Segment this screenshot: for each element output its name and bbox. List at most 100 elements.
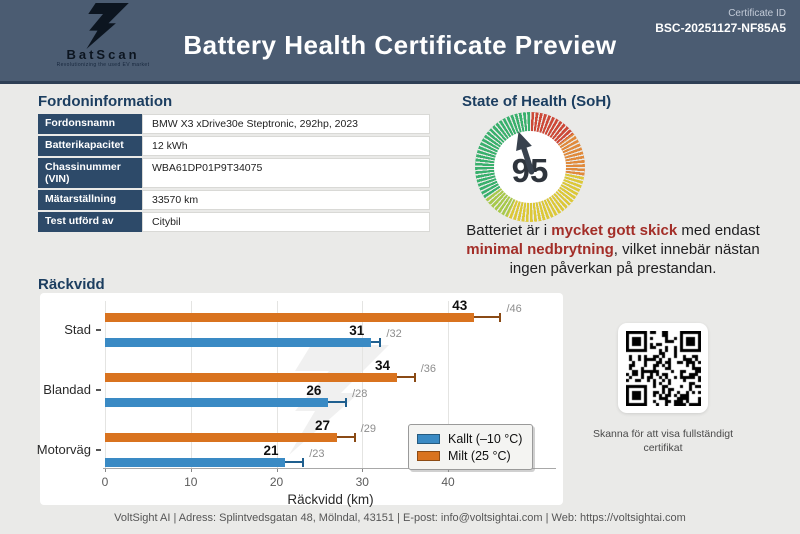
soh-description-emphasis: mycket gott skick bbox=[551, 222, 678, 239]
bar-value-label: 26 bbox=[306, 383, 322, 398]
legend-swatch bbox=[417, 433, 440, 444]
legend-label: Kallt (–10 °C) bbox=[448, 431, 523, 446]
gridline bbox=[105, 301, 106, 468]
error-bar bbox=[370, 341, 380, 343]
certificate-id-value: BSC-20251127-NF85A5 bbox=[655, 21, 786, 35]
error-bar bbox=[327, 401, 346, 403]
category-label: Blandad bbox=[43, 381, 91, 397]
certificate-id-block: Certificate ID BSC-20251127-NF85A5 bbox=[655, 8, 786, 35]
error-upper-label: /28 bbox=[352, 388, 368, 400]
x-tick-mark bbox=[448, 468, 449, 472]
qr-card bbox=[618, 323, 708, 413]
category-tick bbox=[96, 448, 101, 451]
x-tick-mark bbox=[362, 468, 364, 472]
batscan-logo-icon bbox=[86, 3, 129, 49]
gridline bbox=[190, 301, 192, 468]
category-tick bbox=[96, 328, 101, 331]
table-row: Chassinummer (VIN) WBA61DP01P9T34075 bbox=[38, 158, 430, 188]
soh-description-emphasis: minimal nedbrytning bbox=[466, 241, 614, 258]
range-bar bbox=[105, 432, 337, 442]
error-upper-label: /32 bbox=[386, 328, 402, 340]
bar-value-label: 31 bbox=[349, 323, 365, 338]
soh-heading: State of Health (SoH) bbox=[462, 93, 612, 110]
soh-description-text: Batteriet är i bbox=[466, 222, 552, 239]
chart-legend: Kallt (–10 °C) Milt (25 °C) bbox=[408, 424, 534, 470]
soh-gauge: 95 bbox=[475, 112, 585, 222]
bar-value-label: 34 bbox=[375, 358, 391, 373]
error-upper-label: /46 bbox=[506, 303, 522, 315]
gauge-needle-icon bbox=[516, 131, 535, 175]
error-bar bbox=[336, 436, 354, 438]
certificate-id-label: Certificate ID bbox=[728, 8, 786, 19]
soh-description: Batteriet är i mycket gott skick med end… bbox=[446, 221, 780, 278]
gridline bbox=[448, 301, 449, 468]
x-tick-mark bbox=[276, 468, 278, 472]
x-tick-mark bbox=[105, 468, 106, 472]
row-value: 33570 km bbox=[142, 190, 430, 210]
row-value: WBA61DP01P9T34075 bbox=[142, 158, 430, 188]
error-bar-cap bbox=[379, 337, 382, 347]
category-tick bbox=[96, 388, 101, 391]
x-tick-label: 40 bbox=[441, 475, 455, 489]
x-tick-label: 30 bbox=[355, 475, 369, 489]
error-bar bbox=[396, 376, 414, 378]
x-axis-line bbox=[103, 468, 556, 469]
error-bar-cap bbox=[353, 432, 356, 442]
legend-item: Kallt (–10 °C) bbox=[417, 430, 522, 447]
range-bar bbox=[105, 312, 474, 322]
header-bar: BatScan Revolutionizing the used EV mark… bbox=[0, 0, 800, 84]
bar-value-label: 43 bbox=[452, 298, 468, 313]
range-chart: 0 10 20 30 40 Räckvidd (km) Stad Blandad Motorvä… bbox=[37, 293, 563, 507]
legend-swatch bbox=[417, 450, 440, 461]
x-axis-label: Räckvidd (km) bbox=[287, 492, 374, 507]
logo-block: BatScan Revolutionizing the used EV mark… bbox=[38, 3, 168, 68]
logo-tagline: Revolutionizing the used EV market bbox=[56, 62, 150, 68]
row-label: Mätarställning bbox=[38, 190, 142, 210]
error-bar-cap bbox=[302, 457, 305, 467]
x-tick-label: 0 bbox=[101, 475, 109, 489]
legend-item: Milt (25 °C) bbox=[417, 447, 522, 464]
legend-label: Milt (25 °C) bbox=[448, 448, 511, 463]
row-label: Chassinummer (VIN) bbox=[38, 158, 142, 188]
range-bar bbox=[105, 397, 328, 407]
error-upper-label: /23 bbox=[309, 448, 325, 460]
row-value: BMW X3 xDrive30e Steptronic, 292hp, 2023 bbox=[142, 114, 430, 134]
x-tick-mark bbox=[190, 468, 192, 472]
vehicle-info-table: Fordonsnamn BMW X3 xDrive30e Steptronic, … bbox=[38, 114, 430, 234]
category-label: Stad bbox=[64, 321, 91, 337]
page-title: Battery Health Certificate Preview bbox=[183, 30, 617, 60]
range-bar bbox=[105, 337, 371, 347]
footer-text: VoltSight AI | Adress: Splintvedsgatan 4… bbox=[114, 512, 686, 524]
range-bar bbox=[105, 372, 397, 382]
soh-description-text: , vilket innebär nästan ingen påverkan p… bbox=[509, 241, 760, 277]
row-label: Batterikapacitet bbox=[38, 136, 142, 156]
gridline bbox=[362, 301, 364, 468]
x-tick-label: 10 bbox=[184, 475, 198, 489]
bar-value-label: 27 bbox=[315, 418, 331, 433]
category-label: Motorväg bbox=[36, 441, 91, 457]
error-bar-cap bbox=[345, 397, 348, 407]
row-value: Citybil bbox=[142, 212, 430, 232]
row-value: 12 kWh bbox=[142, 136, 430, 156]
logo-text: BatScan bbox=[66, 47, 140, 62]
error-bar bbox=[473, 316, 500, 318]
error-bar-cap bbox=[413, 372, 416, 382]
error-bar bbox=[285, 461, 303, 463]
error-bar-cap bbox=[499, 312, 502, 322]
table-row: Fordonsnamn BMW X3 xDrive30e Steptronic, … bbox=[38, 114, 430, 134]
table-row: Batterikapacitet 12 kWh bbox=[38, 136, 430, 156]
row-label: Test utförd av bbox=[38, 212, 142, 232]
soh-description-text: med endast bbox=[677, 222, 760, 239]
error-upper-label: /29 bbox=[360, 423, 376, 435]
row-label: Fordonsnamn bbox=[38, 114, 142, 134]
bar-value-label: 21 bbox=[263, 443, 279, 458]
gridline bbox=[276, 301, 278, 468]
chart-heading: Räckvidd bbox=[38, 276, 105, 293]
error-upper-label: /36 bbox=[420, 363, 436, 375]
range-bar bbox=[105, 457, 286, 467]
table-row: Test utförd av Citybil bbox=[38, 212, 430, 232]
qr-caption: Skanna för att visa fullständigt certifi… bbox=[592, 428, 734, 454]
table-row: Mätarställning 33570 km bbox=[38, 190, 430, 210]
vehicle-info-heading: Fordoninformation bbox=[38, 93, 173, 110]
